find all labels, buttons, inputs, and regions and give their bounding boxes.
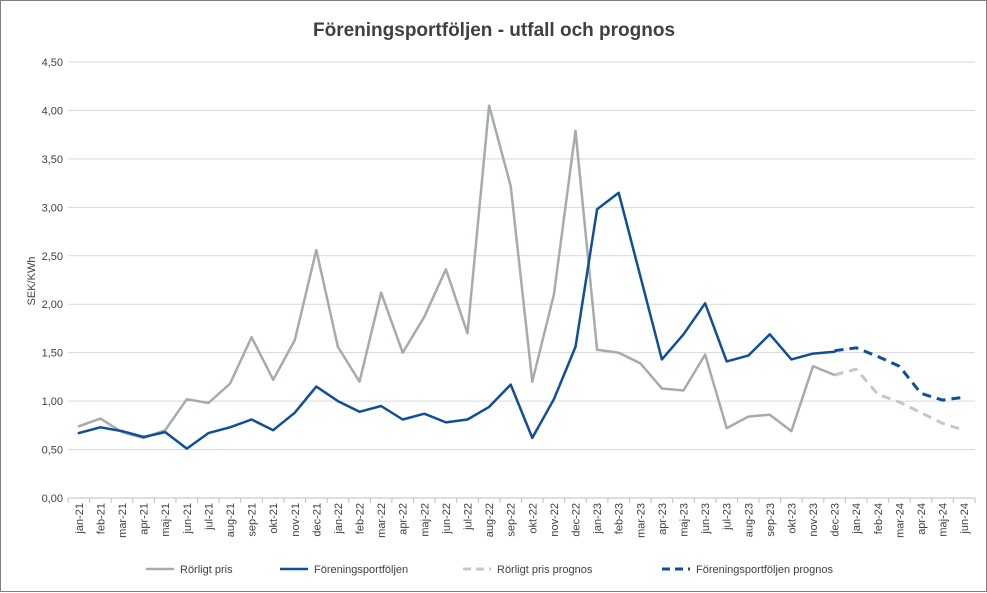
chart-title: Föreningsportföljen - utfall och prognos <box>313 20 675 41</box>
x-tick-label: okt-22 <box>527 503 539 534</box>
x-tick-label: sep-21 <box>247 503 259 537</box>
series-line-4 <box>834 346 965 402</box>
x-tick-label: jun-24 <box>959 503 971 535</box>
legend-label: Föreningsportföljen prognos <box>696 564 833 576</box>
y-tick-label: 4,50 <box>42 57 63 69</box>
x-tick-label: aug-23 <box>743 503 755 537</box>
x-axis <box>67 497 976 503</box>
legend-label: Föreningsportföljen <box>314 564 408 576</box>
y-axis-ticks: 0,00 0,50 1,00 1,50 2,00 2,50 3,00 3,50 4,00 4,50 <box>42 57 63 505</box>
y-tick-label: 1,00 <box>42 396 63 408</box>
x-tick-label: nov-23 <box>808 503 820 537</box>
x-tick-label: apr-24 <box>916 503 928 535</box>
x-tick-label: jan-21 <box>74 503 86 535</box>
series-lines <box>77 104 965 450</box>
x-tick-label: maj-22 <box>419 503 431 537</box>
x-tick-label: mar-21 <box>117 503 129 538</box>
x-tick-label: feb-23 <box>614 503 626 534</box>
x-tick-label: dec-22 <box>570 503 582 537</box>
y-tick-label: 4,00 <box>42 105 63 117</box>
y-tick-label: 0,50 <box>42 445 63 457</box>
x-tick-label: apr-21 <box>139 503 151 535</box>
x-tick-label: mar-22 <box>376 503 388 538</box>
x-tick-label: feb-21 <box>95 503 107 534</box>
series-line-1 <box>77 104 836 440</box>
legend-label: Rörligt pris <box>180 564 233 576</box>
x-tick-label: maj-23 <box>678 503 690 537</box>
x-tick-label: jul-21 <box>203 503 215 531</box>
y-tick-label: 3,00 <box>42 202 63 214</box>
legend: Rörligt pris Föreningsportföljen Rörligt p… <box>146 564 833 576</box>
x-tick-label: jul-22 <box>463 503 475 531</box>
x-tick-label: apr-22 <box>398 503 410 535</box>
x-tick-label: mar-24 <box>894 503 906 538</box>
gridlines <box>68 61 975 451</box>
x-tick-label: dec-23 <box>830 503 842 537</box>
x-tick-label: jun-23 <box>700 503 712 535</box>
x-tick-label: jun-22 <box>441 503 453 535</box>
x-tick-label: okt-23 <box>786 503 798 534</box>
x-tick-label: nov-21 <box>290 503 302 537</box>
y-tick-label: 2,00 <box>42 299 63 311</box>
x-tick-label: sep-22 <box>506 503 518 537</box>
x-tick-label: jan-24 <box>851 503 863 535</box>
y-tick-label: 1,50 <box>42 348 63 360</box>
x-tick-label: aug-21 <box>225 503 237 537</box>
x-tick-label: mar-23 <box>635 503 647 538</box>
y-axis-label: SEK/KWh <box>26 257 38 306</box>
x-tick-label: apr-23 <box>657 503 669 535</box>
x-tick-label: maj-24 <box>938 503 950 537</box>
x-tick-label: jan-22 <box>333 503 345 535</box>
x-tick-label: jan-23 <box>592 503 604 535</box>
x-tick-label: aug-22 <box>484 503 496 537</box>
series-line-3 <box>834 367 965 432</box>
y-tick-label: 3,50 <box>42 154 63 166</box>
x-tick-label: jul-23 <box>722 503 734 531</box>
y-tick-label: 2,50 <box>42 251 63 263</box>
y-tick-label: 0,00 <box>42 493 63 505</box>
legend-label: Rörligt pris prognos <box>497 564 593 576</box>
x-tick-label: jun-21 <box>182 503 194 535</box>
x-tick-label: dec-21 <box>311 503 323 537</box>
x-tick-label: maj-21 <box>160 503 172 537</box>
x-tick-label: feb-24 <box>873 503 885 534</box>
x-tick-label: feb-22 <box>355 503 367 534</box>
series-line-2 <box>77 191 836 450</box>
x-tick-label: nov-22 <box>549 503 561 537</box>
x-axis-ticks: jan-21 feb-21 mar-21 apr-21 maj-21 jun-21 jul-… <box>74 503 971 538</box>
x-tick-label: sep-23 <box>765 503 777 537</box>
x-tick-label: okt-21 <box>268 503 280 534</box>
